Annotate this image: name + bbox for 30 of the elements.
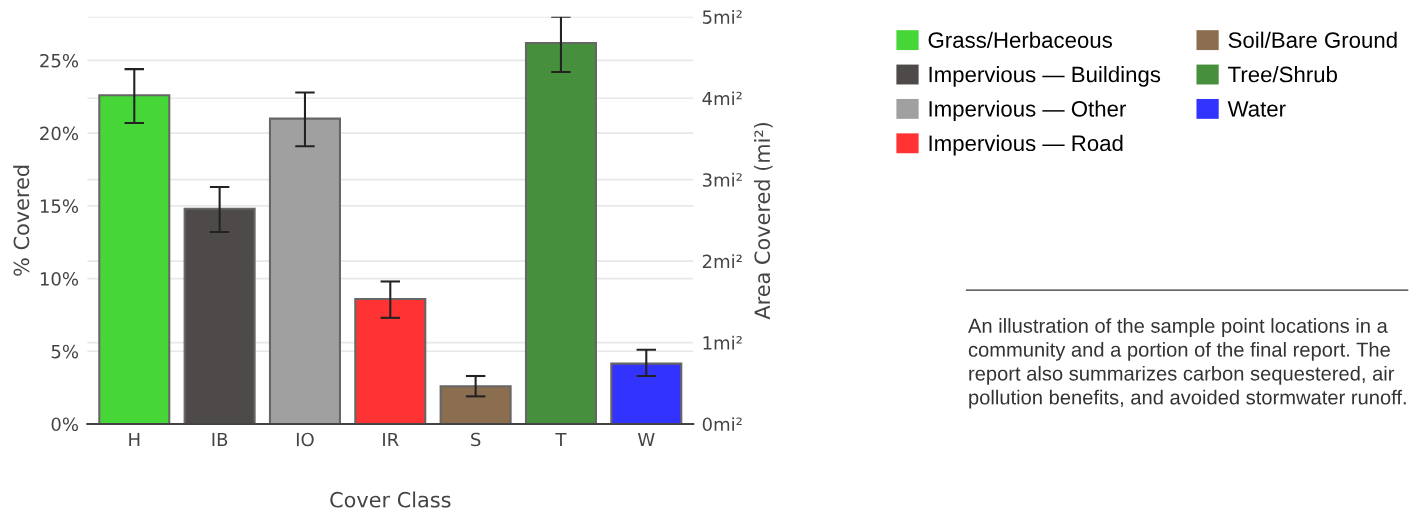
y-tick-label: 25% — [40, 53, 79, 68]
x-tick-label: S — [471, 432, 481, 447]
x-tick-label: T — [555, 432, 567, 447]
y-tick-label: 5% — [51, 344, 79, 359]
y-tick-label: 20% — [40, 126, 79, 141]
legend-label: Impervious — Other — [929, 100, 1126, 122]
x-tick-label: IB — [212, 432, 228, 447]
x-tick-label: IR — [383, 432, 399, 447]
y2-tick-label: 3mi² — [702, 172, 742, 187]
y2-tick-label: 2mi² — [702, 254, 742, 268]
legend-label: Tree/Shrub — [1228, 66, 1337, 83]
y2-tick-label: 4mi² — [702, 91, 742, 106]
text: An illustration of the sample point locations in a community and a portion of the final report. The report also summarizes carbon sequestered, air pollution benefits, and avoided stormwater runoff. — [968, 318, 1406, 409]
legend-label: Impervious — Buildings — [929, 66, 1161, 87]
x-tick-label: W — [637, 432, 655, 447]
legend-label: Soil/Bare Ground — [1228, 31, 1397, 48]
legend-label: Grass/Herbaceous — [928, 31, 1112, 48]
y-axis-title: % Covered — [13, 165, 30, 276]
y2-tick-label: 1mi² — [703, 335, 742, 350]
legend-label: Impervious — Road — [929, 134, 1123, 156]
y-tick-label: 0% — [51, 417, 79, 432]
x-tick-label: H — [129, 432, 140, 447]
y2-tick-label: 5mi² — [702, 9, 742, 24]
y-tick-label: 10% — [40, 272, 79, 286]
x-tick-label: IO — [296, 432, 314, 447]
x-axis-title: Cover Class — [330, 491, 451, 508]
y2-tick-label: 0mi² — [702, 417, 742, 432]
y2-axis-title: Area Covered (mi²) — [754, 122, 773, 320]
legend-label: Water — [1227, 101, 1286, 117]
y-tick-label: 15% — [40, 199, 79, 213]
